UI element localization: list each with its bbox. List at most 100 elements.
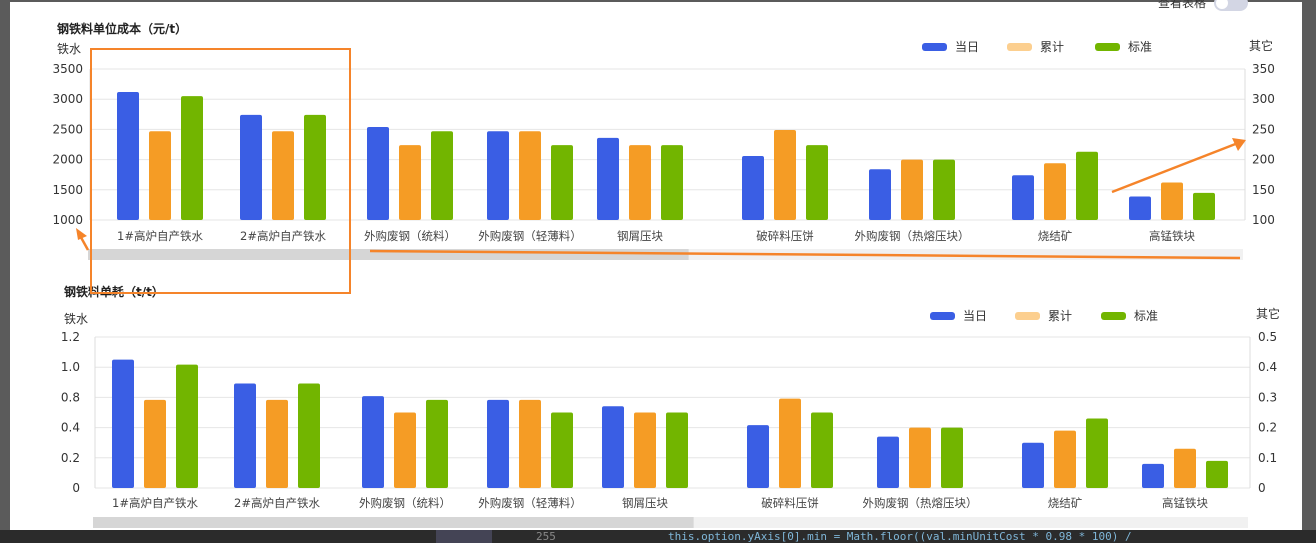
x-tick-label: 1#高炉自产铁水	[117, 229, 203, 243]
legend-item-label: 累计	[1048, 309, 1072, 323]
y-tick-label: 0.8	[61, 390, 80, 404]
x-tick-label: 外购废钢（轻薄料）	[478, 496, 582, 510]
bar-cumulative	[394, 412, 416, 488]
bar-cumulative	[774, 130, 796, 220]
bar-current	[742, 155, 764, 220]
bar-standard	[298, 383, 320, 488]
y2-tick-label: 150	[1252, 183, 1275, 197]
legend-item-label: 标准	[1128, 40, 1152, 54]
bar-cumulative	[1174, 448, 1196, 488]
chart1-title: 钢铁料单位成本（元/t）	[57, 21, 187, 36]
y2-tick-label: 0	[1258, 481, 1266, 495]
bar-standard	[551, 145, 573, 220]
x-tick-label: 外购废钢（热熔压块）	[863, 496, 978, 510]
bar-standard	[811, 412, 833, 488]
legend-item-label: 当日	[963, 309, 987, 323]
bar-standard	[176, 364, 198, 488]
y-tick-label: 3500	[52, 62, 83, 76]
annotation-highlight-box	[90, 48, 351, 294]
chart2-title: 钢铁料单耗（t/t）	[64, 284, 164, 299]
bar-standard	[933, 159, 955, 220]
x-tick-label: 破碎料压饼	[756, 229, 814, 243]
y2-tick-label: 0.2	[1258, 421, 1277, 435]
annotation-arrowhead	[76, 228, 87, 240]
bar-cumulative	[1044, 163, 1066, 220]
legend-swatch[interactable]	[1007, 43, 1032, 51]
x-tick-label: 高锰铁块	[1162, 496, 1208, 510]
bar-cumulative	[909, 427, 931, 488]
y-tick-label: 0.2	[61, 451, 80, 465]
bar-cumulative	[901, 159, 923, 220]
bar-standard	[941, 427, 963, 488]
y2-tick-label: 100	[1252, 213, 1275, 227]
bar-standard	[181, 96, 203, 220]
bar-current	[362, 396, 384, 488]
bar-current	[747, 425, 769, 488]
bar-current	[869, 169, 891, 220]
x-tick-label: 破碎料压饼	[761, 496, 819, 510]
bar-standard	[1086, 418, 1108, 488]
legend-swatch[interactable]	[1095, 43, 1120, 51]
bar-standard	[1076, 151, 1098, 220]
y2-tick-label: 0.4	[1258, 360, 1277, 374]
y2-tick-label: 0.3	[1258, 390, 1277, 404]
annotation-arrowhead	[1232, 138, 1246, 151]
view-table-control[interactable]: 查看表格	[1158, 0, 1249, 11]
y-tick-label: 3000	[52, 92, 83, 106]
x-tick-label: 1#高炉自产铁水	[112, 496, 198, 510]
y2-tick-label: 300	[1252, 92, 1275, 106]
bar-current	[602, 406, 624, 488]
bar-standard	[1206, 460, 1228, 488]
bar-cumulative	[519, 131, 541, 220]
horizontal-scrollbar-thumb[interactable]	[88, 249, 689, 260]
bar-cumulative	[779, 398, 801, 488]
legend-swatch[interactable]	[1015, 312, 1040, 320]
x-tick-label: 外购废钢（统料）	[364, 229, 456, 243]
bar-current	[1129, 196, 1151, 220]
y-tick-label: 1.2	[61, 330, 80, 344]
legend-swatch[interactable]	[1101, 312, 1126, 320]
legend-swatch[interactable]	[930, 312, 955, 320]
legend-swatch[interactable]	[922, 43, 947, 51]
bar-current	[240, 114, 262, 220]
bar-standard	[431, 131, 453, 220]
horizontal-scrollbar-thumb[interactable]	[93, 517, 694, 528]
annotations	[76, 48, 1246, 294]
line-number: 255	[536, 530, 556, 543]
bar-standard	[304, 114, 326, 220]
bar-standard	[426, 399, 448, 488]
x-tick-label: 烧结矿	[1048, 496, 1083, 510]
bar-standard	[666, 412, 688, 488]
bar-cumulative	[629, 145, 651, 220]
y-tick-label: 0	[72, 481, 80, 495]
bar-current	[117, 91, 139, 221]
y-tick-label: 2000	[52, 153, 83, 167]
y2-tick-label: 250	[1252, 122, 1275, 136]
legend-item-label: 标准	[1134, 309, 1158, 323]
bar-cumulative	[144, 399, 166, 488]
chart1-ylabel: 铁水	[57, 42, 81, 56]
legend-item-label: 当日	[955, 40, 979, 54]
chart2-y2label: 其它	[1256, 306, 1280, 321]
bar-current	[367, 126, 389, 220]
bar-cumulative	[399, 145, 421, 220]
x-tick-label: 钢屑压块	[622, 496, 668, 510]
annotation-arrow-right-axis	[1111, 141, 1239, 194]
y-tick-label: 1.0	[61, 360, 80, 374]
chart2-ylabel: 铁水	[64, 312, 88, 326]
bar-cumulative	[272, 131, 294, 220]
thumbnail-icon	[436, 530, 492, 543]
view-table-toggle[interactable]	[1214, 0, 1249, 11]
bar-current	[597, 137, 619, 220]
y-tick-label: 2500	[52, 122, 83, 136]
legend-item-label: 累计	[1040, 40, 1064, 54]
y2-tick-label: 350	[1252, 62, 1275, 76]
code-line: this.option.yAxis[0].min = Math.floor((v…	[668, 530, 1132, 543]
bar-standard	[551, 412, 573, 488]
bar-current	[1022, 442, 1044, 488]
code-editor-strip: 255 this.option.yAxis[0].min = Math.floo…	[0, 530, 1316, 543]
bar-current	[487, 131, 509, 220]
view-table-label: 查看表格	[1158, 0, 1207, 10]
bar-cumulative	[1161, 182, 1183, 220]
